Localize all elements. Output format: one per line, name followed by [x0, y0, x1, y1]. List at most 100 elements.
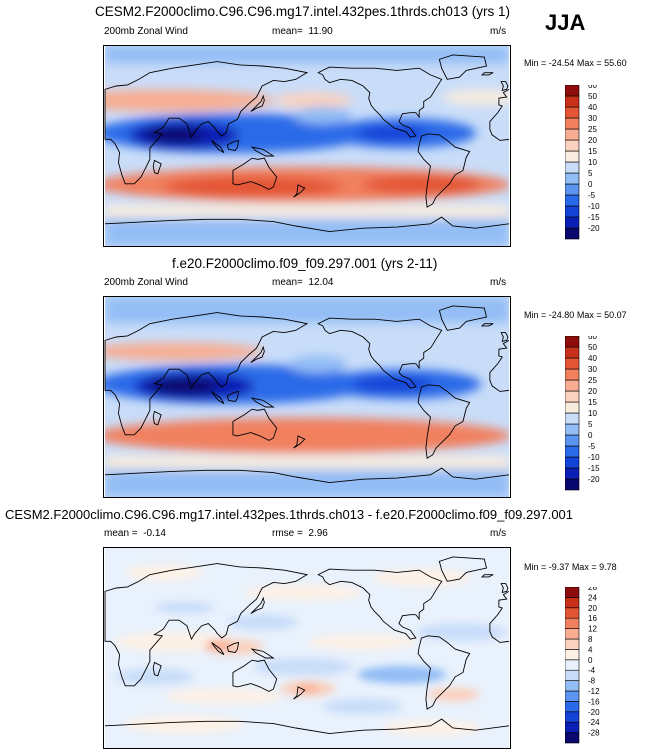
coastline	[317, 66, 443, 138]
panel1-colorbar-tick-label: 30	[588, 114, 597, 123]
panel3-colorbar-tick-label: 20	[588, 604, 597, 613]
panel3-colorbar-tick-label: -20	[588, 708, 600, 717]
panel2-colorbar-swatch	[565, 412, 580, 425]
panel1-colorbar-swatch	[565, 150, 580, 163]
coastline	[226, 641, 240, 653]
coastline	[293, 435, 306, 449]
panel3-colorbar-tick-label: 12	[588, 625, 597, 634]
coastline	[250, 397, 275, 408]
panel2-colorbar-tick-label: 10	[588, 409, 597, 418]
coastline	[250, 648, 275, 659]
panel1-colorbar-tick-label: -20	[588, 224, 600, 233]
panel3-rmse-value: 2.96	[308, 528, 328, 539]
panel2-colorbar-tick-label: 5	[588, 420, 593, 429]
panel3-colorbar-swatch	[565, 690, 580, 702]
panel2-colorbar-tick-label: 60	[588, 336, 597, 341]
panel2-colorbar-tick-label: 20	[588, 387, 597, 396]
coastline	[500, 332, 509, 343]
panel1-colorbar-tick-label: 15	[588, 147, 597, 156]
panel2-colorbar-swatch	[565, 434, 580, 447]
panel2-colorbar-swatch	[565, 379, 580, 392]
panel2-colorbar: -20-15-10-505101520253040506070	[565, 336, 600, 491]
panel2-colorbar-swatch	[565, 390, 580, 403]
panel3-colorbar-swatch	[565, 721, 580, 733]
panel1-colorbar-swatch	[565, 161, 580, 174]
panel3-min-label: Min =	[524, 562, 547, 572]
panel3-colorbar-swatch	[565, 628, 580, 640]
panel2-colorbar-swatch	[565, 456, 580, 469]
panel2-mean-label: mean=	[272, 277, 303, 288]
panel1-mean: mean= 11.90	[272, 26, 333, 37]
panel1-units: m/s	[490, 26, 507, 37]
panel3-minmax: Min = -9.37 Max = 9.78	[524, 562, 617, 572]
panel3-colorbar-tick-label: -16	[588, 697, 600, 706]
coastline	[438, 54, 488, 80]
panel2-minmax: Min = -24.80 Max = 50.07	[524, 310, 627, 320]
panel1-colorbar-tick-label: -5	[588, 191, 596, 200]
panel3-colorbar-swatch	[565, 680, 580, 692]
coastline	[438, 556, 488, 582]
panel2-colorbar-swatch	[565, 357, 580, 370]
panel2-mean-value: 12.04	[308, 277, 334, 288]
panel1-map	[103, 45, 511, 247]
panel2-colorbar-swatch	[565, 401, 580, 414]
panel2-colorbar-tick-label: 40	[588, 354, 597, 363]
coastline	[152, 410, 162, 426]
panel2-max-label: Max =	[576, 310, 602, 320]
panel2-colorbar-swatch	[565, 478, 580, 491]
coastline	[250, 345, 265, 363]
coastline	[250, 146, 275, 157]
panel3-max-value: 9.78	[599, 562, 617, 572]
panel2-colorbar-swatch	[565, 467, 580, 480]
panel1-colorbar-tick-label: 0	[588, 180, 593, 189]
panel3-colorbar-swatch	[565, 649, 580, 661]
coastline	[293, 686, 306, 700]
panel1-colorbar-tick-label: -15	[588, 213, 600, 222]
panel1-colorbar-swatch	[565, 128, 580, 141]
panel2-colorbar-tick-label: 25	[588, 376, 597, 385]
panel3-colorbar-tick-label: 24	[588, 593, 597, 602]
coastline	[417, 133, 471, 208]
panel3-colorbar-swatch	[565, 587, 580, 598]
panel1-colorbar-swatch	[565, 227, 580, 240]
panel2-max-value: 50.07	[604, 310, 627, 320]
coastline	[480, 323, 494, 327]
panel1-colorbar-tick-label: 20	[588, 136, 597, 145]
panel2-units: m/s	[490, 277, 507, 288]
panel1-min-value: -24.54	[548, 58, 575, 68]
panel3-rmse: rmse = 2.96	[272, 528, 328, 539]
panel1-colorbar-tick-label: 10	[588, 158, 597, 167]
panel1-colorbar-tick-label: 50	[588, 92, 597, 101]
panel2-min-value: -24.80	[548, 310, 575, 320]
panel1-colorbar-tick-label: -10	[588, 202, 600, 211]
panel2-colorbar-swatch	[565, 368, 580, 381]
panel2-colorbar-tick-label: -10	[588, 453, 600, 462]
panel2-colorbar-tick-label: 30	[588, 365, 597, 374]
coastline	[232, 157, 278, 190]
coastline	[489, 590, 510, 643]
panel3-colorbar-tick-label: -4	[588, 666, 596, 675]
panel2-map	[103, 296, 511, 498]
panel2-colorbar-tick-label: -15	[588, 464, 600, 473]
coastline	[152, 661, 162, 677]
season-label: JJA	[545, 10, 586, 35]
panel2-colorbar-tick-label: -20	[588, 475, 600, 484]
panel2-colorbar-tick-label: 0	[588, 431, 593, 440]
coastline	[489, 339, 510, 392]
panel2-colorbar-swatch	[565, 346, 580, 359]
panel3-colorbar-swatch	[565, 669, 580, 681]
coastline	[317, 568, 443, 640]
panel2-colorbar-tick-label: 50	[588, 343, 597, 352]
panel1-colorbar: -20-15-10-505101520253040506070	[565, 85, 600, 240]
panel1-minmax: Min = -24.54 Max = 55.60	[524, 58, 627, 68]
panel1-colorbar-swatch	[565, 117, 580, 130]
coastline	[250, 596, 265, 614]
coastline	[226, 139, 240, 151]
panel2-colorbar-swatch	[565, 423, 580, 436]
panel3-max-label: Max =	[571, 562, 597, 572]
panel1-colorbar-tick-label: 40	[588, 103, 597, 112]
panel1-colorbar-swatch	[565, 205, 580, 218]
panel3-colorbar-swatch	[565, 659, 580, 671]
panel3-colorbar-tick-label: -24	[588, 718, 600, 727]
